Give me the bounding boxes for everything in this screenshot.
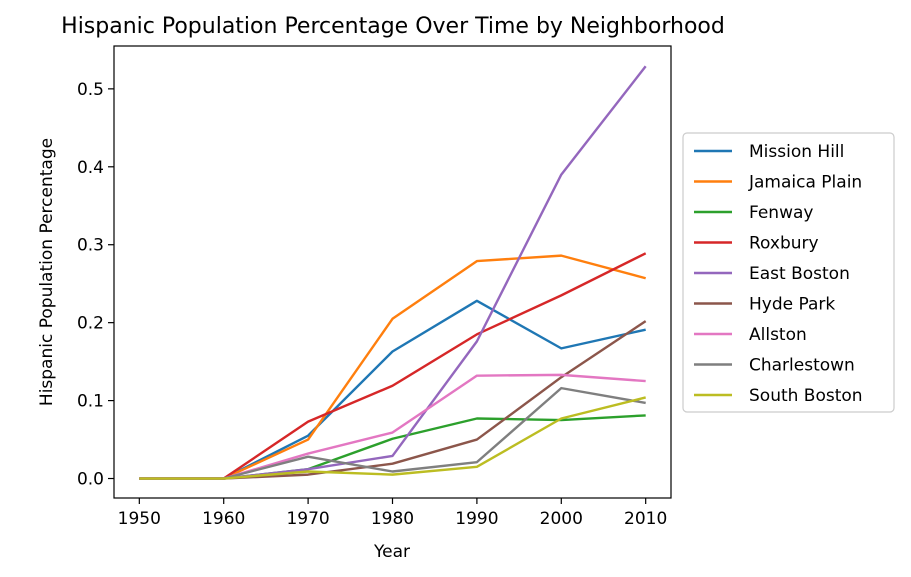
legend-label: Charlestown	[749, 356, 855, 376]
x-tick-label: 1970	[286, 509, 329, 529]
legend-label: Mission Hill	[749, 142, 844, 162]
series-line-8	[139, 396, 646, 480]
x-tick-label: 1990	[455, 509, 498, 529]
x-tick-label: 1950	[118, 509, 161, 529]
legend-label: South Boston	[749, 386, 863, 406]
plot-area	[139, 65, 647, 480]
series-line-3	[139, 252, 647, 480]
legend-label: Roxbury	[749, 234, 819, 254]
y-tick-label: 0.4	[77, 158, 104, 178]
chart-title: Hispanic Population Percentage Over Time…	[61, 14, 725, 39]
series-line-1	[139, 254, 646, 480]
x-axis-ticks: 1950 1960 1970 1980 1990 2000 2010	[118, 498, 667, 529]
x-tick-label: 2000	[540, 509, 583, 529]
x-tick-label: 1980	[371, 509, 414, 529]
legend-label: Allston	[749, 325, 807, 345]
y-tick-label: 0.2	[77, 314, 104, 334]
legend-label: East Boston	[749, 264, 850, 284]
legend-frame	[682, 132, 895, 413]
x-axis-label: Year	[373, 542, 410, 562]
x-tick-label: 2010	[624, 509, 667, 529]
x-tick-label: 1960	[202, 509, 245, 529]
y-tick-label: 0.3	[77, 236, 104, 256]
legend-label: Jamaica Plain	[748, 173, 862, 193]
y-tick-label: 0.5	[77, 80, 104, 100]
y-tick-label: 0.0	[77, 470, 104, 490]
legend-label: Fenway	[749, 203, 813, 223]
y-axis-ticks: 0.0 0.1 0.2 0.3 0.4 0.5	[77, 80, 114, 490]
plot-frame	[113, 45, 672, 499]
legend: Mission Hill Jamaica Plain Fenway Roxbury Ea…	[682, 132, 895, 413]
series-line-2	[139, 414, 646, 480]
y-tick-label: 0.1	[77, 392, 104, 412]
y-axis-label: Hispanic Population Percentage	[37, 138, 57, 406]
legend-label: Hyde Park	[749, 295, 835, 315]
